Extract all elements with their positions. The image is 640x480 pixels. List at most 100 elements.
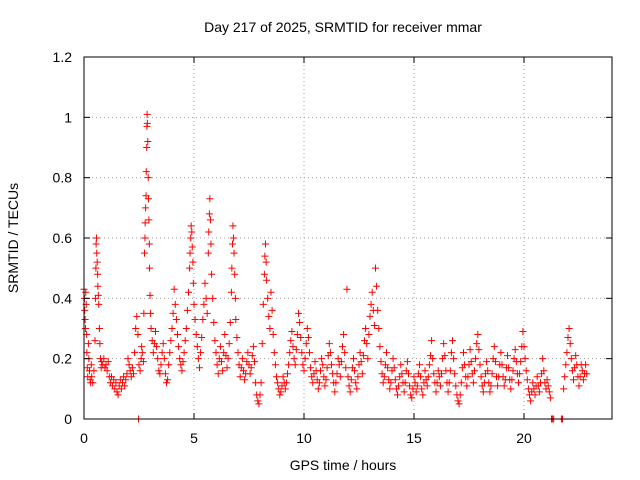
data-point — [132, 325, 140, 332]
data-point — [271, 361, 279, 369]
data-point — [154, 355, 162, 363]
data-point — [491, 358, 499, 366]
data-point — [267, 288, 275, 296]
data-point — [445, 379, 453, 387]
data-point — [450, 355, 458, 363]
data-point — [149, 349, 157, 357]
data-point — [301, 355, 309, 363]
data-point — [560, 385, 568, 393]
data-point — [282, 379, 290, 387]
data-point — [424, 373, 432, 381]
data-point — [412, 388, 420, 396]
data-point — [208, 270, 216, 278]
data-point — [565, 325, 573, 332]
data-point — [210, 318, 218, 326]
data-point — [579, 376, 587, 384]
data-point — [472, 355, 480, 363]
data-point — [230, 249, 238, 257]
data-point — [456, 391, 464, 399]
data-point — [352, 379, 360, 387]
data-point — [256, 391, 264, 399]
data-point — [93, 249, 101, 257]
data-point — [155, 367, 163, 375]
data-point — [307, 364, 315, 372]
data-point — [452, 382, 460, 390]
data-point — [114, 391, 122, 399]
data-point — [91, 294, 99, 302]
data-point — [233, 334, 241, 342]
data-point — [563, 349, 571, 357]
data-point — [466, 346, 474, 354]
data-point — [391, 376, 399, 384]
data-point — [483, 358, 491, 366]
data-point — [323, 364, 331, 372]
data-point — [104, 358, 112, 366]
y-tick-label: 0.8 — [53, 170, 73, 186]
data-point — [276, 391, 284, 399]
data-point — [273, 373, 280, 381]
data-point — [440, 340, 448, 348]
data-point — [205, 210, 213, 218]
data-point — [346, 388, 354, 396]
data-point — [362, 325, 370, 332]
data-point — [486, 388, 494, 396]
data-point — [192, 331, 200, 339]
data-point — [566, 340, 574, 348]
data-point — [429, 355, 437, 363]
data-point — [211, 337, 219, 345]
x-axis-label: GPS time / hours — [290, 457, 397, 473]
data-point — [183, 306, 191, 314]
data-point — [264, 294, 272, 302]
data-point — [535, 388, 543, 396]
data-point — [302, 340, 310, 348]
data-point — [398, 370, 406, 378]
data-point — [262, 240, 269, 248]
data-point — [564, 334, 572, 342]
data-point — [455, 400, 463, 408]
data-point — [339, 343, 346, 351]
data-point — [196, 364, 203, 372]
data-point — [166, 349, 174, 357]
data-point — [363, 340, 371, 348]
data-point — [212, 349, 220, 357]
data-point — [268, 306, 276, 314]
chart-grid — [84, 57, 612, 419]
data-point — [83, 349, 91, 357]
data-points — [80, 110, 591, 423]
y-tick-label: 0.2 — [53, 351, 73, 367]
data-point — [340, 331, 348, 339]
data-point — [291, 361, 299, 369]
data-point — [95, 300, 103, 308]
y-axis-label: SRMTID / TECUs — [5, 183, 21, 293]
data-point — [413, 382, 421, 390]
data-point — [82, 288, 90, 296]
data-point — [198, 334, 206, 342]
data-point — [88, 373, 96, 381]
data-point — [229, 222, 237, 230]
data-point — [520, 343, 528, 351]
data-point — [500, 382, 508, 390]
chart-title: Day 217 of 2025, SRMTID for receiver mma… — [204, 19, 482, 35]
data-point — [471, 367, 478, 375]
data-point — [145, 240, 153, 248]
data-point — [262, 258, 270, 266]
data-point — [425, 361, 433, 369]
data-point — [226, 318, 234, 326]
data-point — [328, 361, 335, 369]
data-point — [289, 343, 297, 351]
data-point — [93, 258, 101, 266]
axis-ticks — [83, 56, 612, 420]
data-point — [451, 370, 459, 378]
data-point — [146, 309, 154, 317]
data-point — [214, 370, 222, 378]
data-point — [498, 361, 506, 369]
data-point — [274, 379, 282, 387]
data-point — [230, 234, 238, 242]
data-point — [194, 355, 202, 363]
data-point — [81, 306, 89, 314]
data-point — [298, 349, 306, 357]
data-point — [507, 385, 515, 393]
data-point — [288, 328, 296, 336]
data-point — [314, 385, 322, 393]
